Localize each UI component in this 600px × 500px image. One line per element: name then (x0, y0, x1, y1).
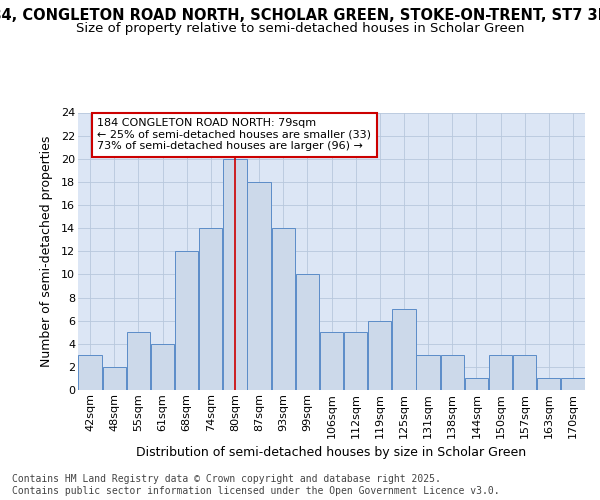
Y-axis label: Number of semi-detached properties: Number of semi-detached properties (40, 136, 53, 367)
Bar (513, 356, 536, 390)
X-axis label: Distribution of semi-detached houses by size in Scholar Green: Distribution of semi-detached houses by … (136, 446, 527, 459)
Bar (272, 228, 295, 390)
Bar (368, 320, 391, 390)
Bar (175, 251, 199, 390)
Bar (127, 332, 150, 390)
Bar (151, 344, 174, 390)
Bar (320, 332, 343, 390)
Bar (440, 356, 464, 390)
Bar (103, 367, 126, 390)
Bar (416, 356, 440, 390)
Text: 184, CONGLETON ROAD NORTH, SCHOLAR GREEN, STOKE-ON-TRENT, ST7 3HE: 184, CONGLETON ROAD NORTH, SCHOLAR GREEN… (0, 8, 600, 22)
Bar (79, 356, 102, 390)
Bar (489, 356, 512, 390)
Bar (247, 182, 271, 390)
Bar (464, 378, 488, 390)
Text: 184 CONGLETON ROAD NORTH: 79sqm
← 25% of semi-detached houses are smaller (33)
7: 184 CONGLETON ROAD NORTH: 79sqm ← 25% of… (97, 118, 371, 152)
Bar (537, 378, 560, 390)
Text: Size of property relative to semi-detached houses in Scholar Green: Size of property relative to semi-detach… (76, 22, 524, 35)
Bar (223, 159, 247, 390)
Bar (296, 274, 319, 390)
Bar (392, 309, 416, 390)
Bar (199, 228, 223, 390)
Text: Contains HM Land Registry data © Crown copyright and database right 2025.
Contai: Contains HM Land Registry data © Crown c… (12, 474, 500, 496)
Bar (561, 378, 584, 390)
Bar (344, 332, 367, 390)
